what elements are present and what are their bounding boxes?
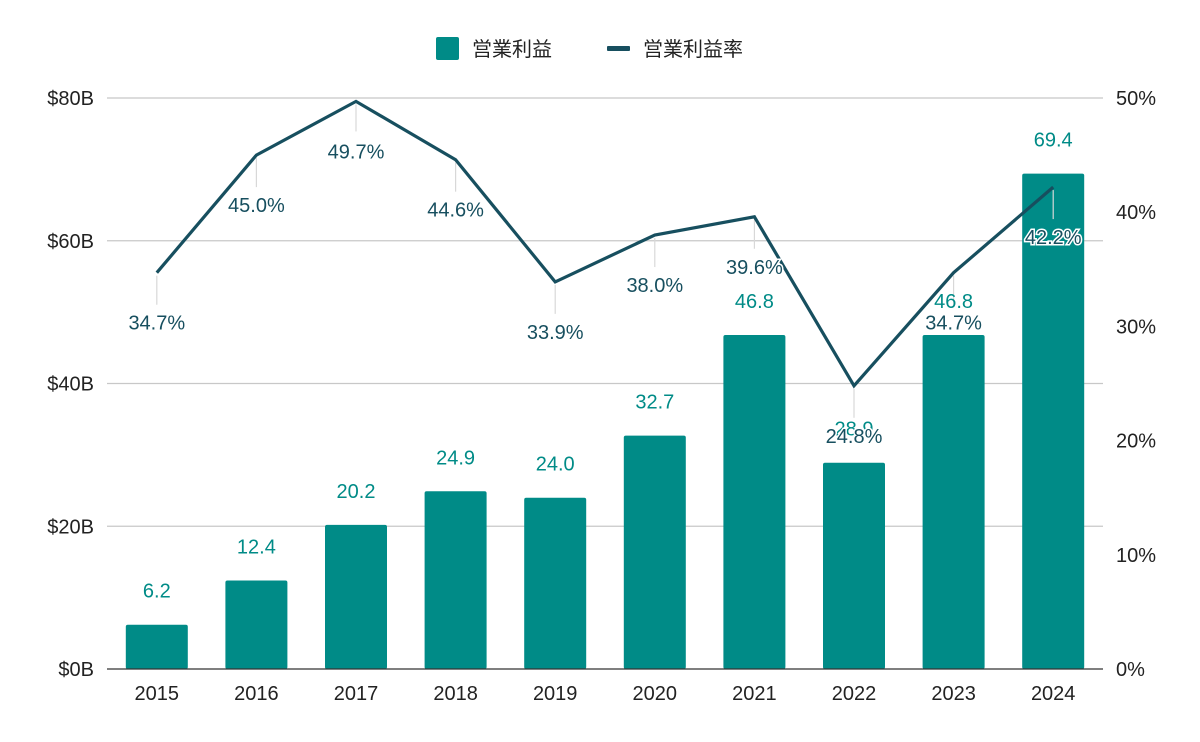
bar xyxy=(125,624,188,669)
y-left-tick-label: $60B xyxy=(47,231,94,253)
bar xyxy=(1022,173,1085,669)
line-data-label: 34.7% xyxy=(925,313,982,335)
legend: 営業利益 営業利益率 xyxy=(436,37,743,61)
bar xyxy=(325,524,387,669)
bar xyxy=(823,462,885,669)
legend-label-operating-profit: 営業利益 xyxy=(472,38,552,61)
right-axis: 0% 10% 20% 30% 40% 50% xyxy=(1116,88,1156,681)
line-data-label: 38.0% xyxy=(626,275,683,297)
y-right-tick-label: 0% xyxy=(1116,659,1145,681)
bar-labels: 6.2 12.4 20.2 24.9 24.0 32.7 46.8 28.9 46.8 69.4 xyxy=(143,130,1073,603)
line-data-label: 33.9% xyxy=(527,322,584,344)
x-tick-label: 2016 xyxy=(234,683,279,705)
bar-data-label: 46.8 xyxy=(735,291,774,313)
legend-swatch-operating-margin xyxy=(607,46,630,51)
bar-data-label: 24.9 xyxy=(436,447,475,469)
bar xyxy=(424,491,487,669)
bar-data-label: 24.0 xyxy=(536,454,575,476)
y-right-tick-label: 30% xyxy=(1116,316,1156,338)
bar xyxy=(623,435,686,669)
x-tick-label: 2024 xyxy=(1031,683,1076,705)
left-axis: $0B $20B $40B $60B $80B xyxy=(47,88,94,681)
y-right-tick-label: 50% xyxy=(1116,88,1156,110)
y-left-tick-label: $0B xyxy=(58,659,94,681)
bar xyxy=(922,334,985,669)
margin-line xyxy=(155,99,1055,389)
bar xyxy=(524,497,587,669)
bar-data-label: 46.8 xyxy=(934,291,973,313)
y-left-tick-label: $80B xyxy=(47,88,94,110)
line-labels: 34.7% 45.0% 49.7% 44.6% 33.9% 38.0% 39.6% 24.8%… xyxy=(127,140,1083,449)
y-left-tick-label: $40B xyxy=(47,374,94,396)
legend-swatch-operating-profit xyxy=(436,37,459,60)
x-axis: 2015 2016 2017 2018 2019 2020 2021 2022 2023 2024 xyxy=(107,668,1103,705)
legend-label-operating-margin: 営業利益率 xyxy=(643,38,743,61)
margin-line-series xyxy=(155,99,1055,418)
bar-data-label: 32.7 xyxy=(635,392,674,414)
line-data-label: 39.6% xyxy=(726,257,783,279)
bar-data-label: 12.4 xyxy=(237,536,276,558)
line-data-label: 44.6% xyxy=(427,200,484,222)
y-right-tick-label: 40% xyxy=(1116,202,1156,224)
bars xyxy=(125,173,1085,669)
x-tick-label: 2018 xyxy=(433,683,478,705)
bar-data-label: 28.9 xyxy=(835,419,874,441)
x-tick-label: 2015 xyxy=(135,683,180,705)
y-right-tick-label: 20% xyxy=(1116,431,1156,453)
line-data-label: 24.8% xyxy=(826,426,883,448)
bar xyxy=(225,580,288,669)
bar-data-label: 6.2 xyxy=(143,581,171,603)
x-tick-label: 2019 xyxy=(533,683,578,705)
line-data-label: 45.0% xyxy=(228,195,285,217)
x-tick-label: 2022 xyxy=(832,683,877,705)
bar-data-label: 69.4 xyxy=(1034,130,1073,152)
y-left-tick-label: $20B xyxy=(47,516,94,538)
bar xyxy=(723,334,786,669)
line-data-label: 34.7% xyxy=(128,313,185,335)
line-data-label: 42.2% xyxy=(1025,227,1082,249)
y-right-tick-label: 10% xyxy=(1116,545,1156,567)
x-tick-label: 2021 xyxy=(732,683,777,705)
bar-data-label: 20.2 xyxy=(337,481,376,503)
line-data-label: 49.7% xyxy=(328,141,385,163)
x-tick-label: 2023 xyxy=(931,683,976,705)
x-tick-label: 2020 xyxy=(633,683,678,705)
x-tick-label: 2017 xyxy=(334,683,379,705)
